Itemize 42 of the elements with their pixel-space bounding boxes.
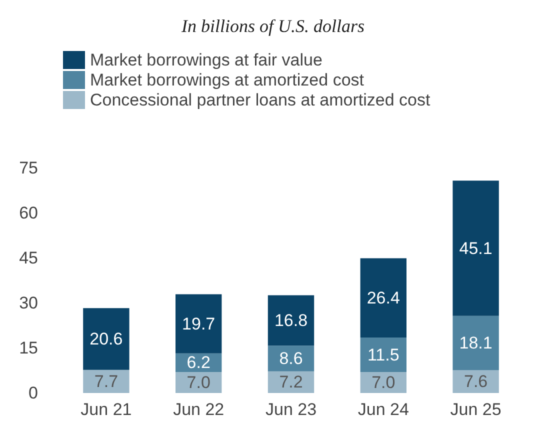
x-tick-label: Jun 22 <box>173 400 224 419</box>
bar <box>268 371 314 393</box>
legend-label: Market borrowings at amortized cost <box>90 70 364 90</box>
legend-label: Concessional partner loans at amortized cost <box>90 90 430 110</box>
bar <box>176 294 222 354</box>
data-label: 8.6 <box>279 349 303 368</box>
data-label: 7.2 <box>279 372 303 392</box>
bar <box>83 308 130 370</box>
data-label: 26.4 <box>366 288 400 308</box>
y-tick-label: 75 <box>19 158 38 178</box>
data-label: 19.7 <box>182 314 216 334</box>
bar <box>452 180 499 316</box>
data-label: 20.6 <box>90 330 123 348</box>
y-tick-label: 15 <box>19 338 38 358</box>
data-label: 18.1 <box>459 334 492 353</box>
y-tick-label: 60 <box>19 204 38 222</box>
bar <box>268 346 314 372</box>
bar <box>83 370 130 393</box>
bar <box>268 295 314 346</box>
data-label: 7.6 <box>464 372 488 392</box>
y-tick-label: 30 <box>19 294 38 312</box>
bar <box>176 372 222 393</box>
bar <box>452 316 499 370</box>
chart-title: In billions of U.S. dollars <box>180 16 365 36</box>
data-label: 45.1 <box>459 238 492 258</box>
bar <box>452 370 499 393</box>
x-tick-label: Jun 25 <box>450 400 502 419</box>
legend-label: Market borrowings at fair value <box>90 50 322 70</box>
x-tick-label: Jun 24 <box>358 400 409 419</box>
bar <box>360 258 406 338</box>
data-label: 11.5 <box>367 345 400 364</box>
data-label: 7.0 <box>186 373 210 392</box>
bar <box>360 338 406 372</box>
x-tick-label: Jun 21 <box>80 400 132 419</box>
data-label: 7.0 <box>372 373 396 392</box>
y-tick-label: 0 <box>28 384 38 402</box>
data-label: 7.7 <box>94 372 118 391</box>
data-label: 6.2 <box>186 353 210 372</box>
bar <box>360 372 406 393</box>
y-tick-label: 45 <box>19 248 38 268</box>
x-tick-label: Jun 23 <box>265 400 317 419</box>
data-label: 16.8 <box>274 310 308 330</box>
